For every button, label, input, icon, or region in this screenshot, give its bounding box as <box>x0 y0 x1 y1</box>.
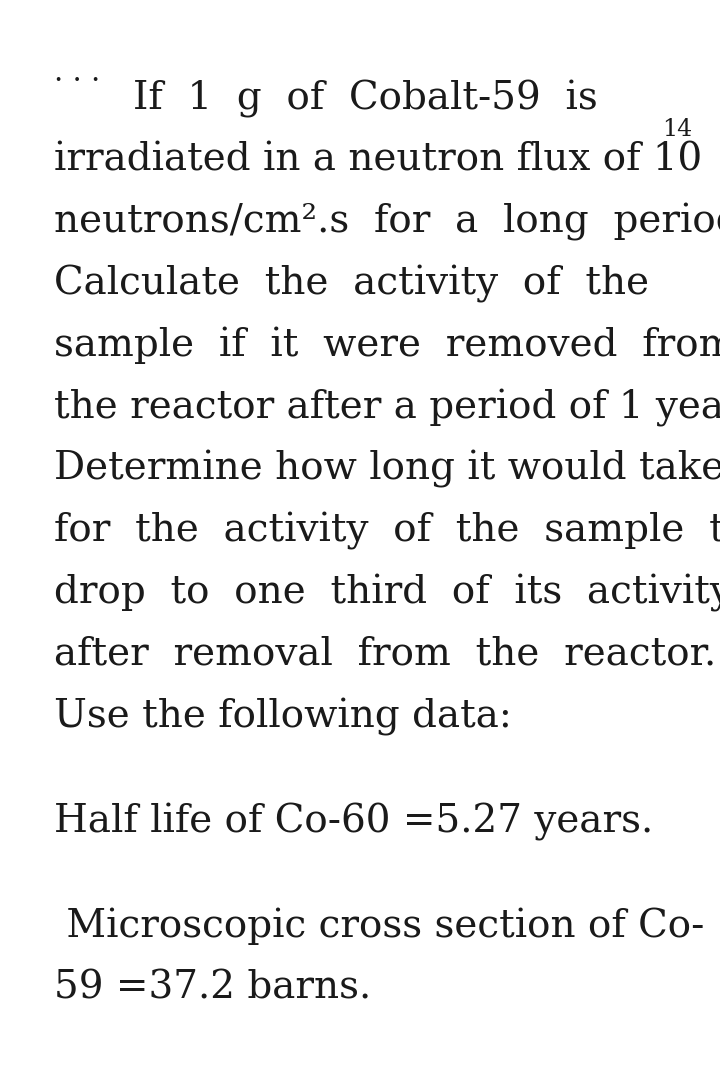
Text: after  removal  from  the  reactor.: after removal from the reactor. <box>54 636 716 673</box>
Text: Use the following data:: Use the following data: <box>54 698 512 736</box>
Text: Calculate  the  activity  of  the: Calculate the activity of the <box>54 265 649 304</box>
Text: 59 =37.2 barns.: 59 =37.2 barns. <box>54 969 372 1006</box>
Text: Half life of Co-60 =5.27 years.: Half life of Co-60 =5.27 years. <box>54 803 653 840</box>
Text: irradiated in a neutron flux of 10: irradiated in a neutron flux of 10 <box>54 142 702 179</box>
Text: drop  to  one  third  of  its  activity: drop to one third of its activity <box>54 574 720 612</box>
Text: Microscopic cross section of Co-: Microscopic cross section of Co- <box>54 907 704 945</box>
Text: the reactor after a period of 1 year.: the reactor after a period of 1 year. <box>54 389 720 427</box>
Text: · · ·: · · · <box>54 67 100 95</box>
Text: Determine how long it would take: Determine how long it would take <box>54 450 720 489</box>
Text: If  1  g  of  Cobalt-59  is: If 1 g of Cobalt-59 is <box>133 80 598 118</box>
Text: 14: 14 <box>662 118 693 142</box>
Text: neutrons/cm².s  for  a  long  period.: neutrons/cm².s for a long period. <box>54 203 720 242</box>
Text: sample  if  it  were  removed  from: sample if it were removed from <box>54 327 720 364</box>
Text: for  the  activity  of  the  sample  to: for the activity of the sample to <box>54 512 720 551</box>
